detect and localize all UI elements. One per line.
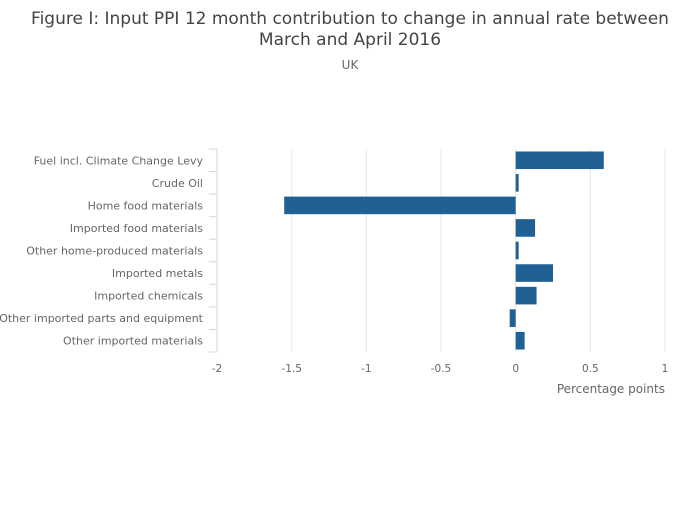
- category-label: Crude Oil: [152, 177, 203, 190]
- category-label: Home food materials: [88, 199, 204, 212]
- x-tick-label: -1.5: [281, 363, 302, 375]
- chart-subtitle: UK: [342, 58, 360, 72]
- x-tick-label: -1: [361, 363, 371, 375]
- y-axis: Fuel incl. Climate Change Levy Crude Oil H…: [0, 148, 218, 353]
- category-label: Other imported parts and equipment: [0, 312, 204, 325]
- x-tick-label: -0.5: [431, 363, 452, 375]
- bar: [515, 286, 537, 305]
- x-tick-label: -2: [212, 363, 222, 375]
- bar: [515, 264, 553, 282]
- category-label: Other imported materials: [63, 335, 203, 348]
- x-tick-label: 1: [662, 363, 669, 375]
- chart-title-line-2: March and April 2016: [259, 30, 441, 50]
- bar: [515, 151, 604, 170]
- x-axis-label: Percentage points: [557, 382, 665, 396]
- grid-layer: [291, 149, 666, 352]
- bar: [515, 331, 525, 350]
- x-tick-label: 0: [512, 363, 519, 375]
- bar-layer: [284, 151, 604, 350]
- bar: [284, 196, 516, 215]
- bar: [509, 309, 516, 327]
- bar: [515, 219, 536, 237]
- category-label: Imported metals: [112, 267, 203, 280]
- bar: [515, 174, 519, 192]
- category-label: Fuel incl. Climate Change Levy: [34, 154, 204, 167]
- x-axis: -2 -1.5 -1 -0.5 0 0.5 1: [212, 363, 669, 375]
- category-label: Imported food materials: [70, 222, 203, 235]
- category-label: Imported chemicals: [94, 290, 203, 303]
- bar: [515, 241, 519, 260]
- chart-title-line-1: Figure I: Input PPI 12 month contributio…: [31, 9, 669, 29]
- category-label: Other home-produced materials: [26, 245, 203, 258]
- x-tick-label: 0.5: [582, 363, 599, 375]
